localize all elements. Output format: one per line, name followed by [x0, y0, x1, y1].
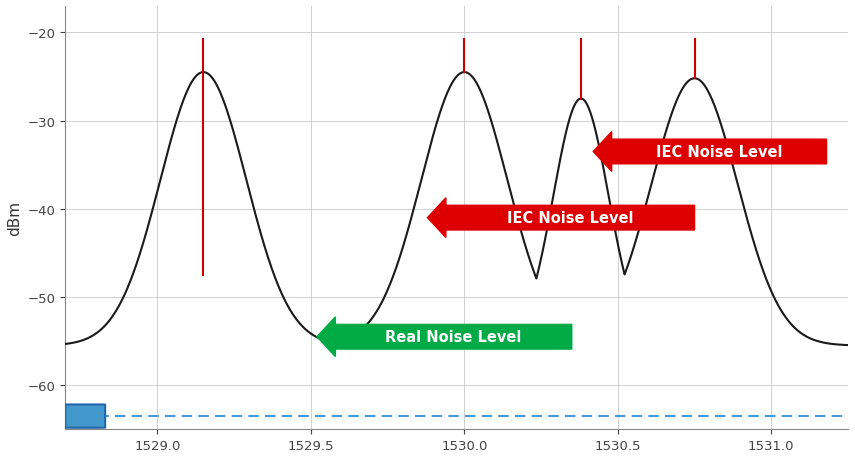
FancyArrow shape [593, 132, 827, 172]
FancyArrow shape [428, 198, 694, 238]
Text: IEC Noise Level: IEC Noise Level [507, 211, 634, 226]
Text: Real Noise Level: Real Noise Level [386, 330, 522, 344]
FancyArrow shape [317, 317, 572, 357]
Text: IEC Noise Level: IEC Noise Level [656, 145, 782, 160]
Y-axis label: dBm: dBm [7, 201, 22, 235]
FancyBboxPatch shape [65, 404, 105, 428]
